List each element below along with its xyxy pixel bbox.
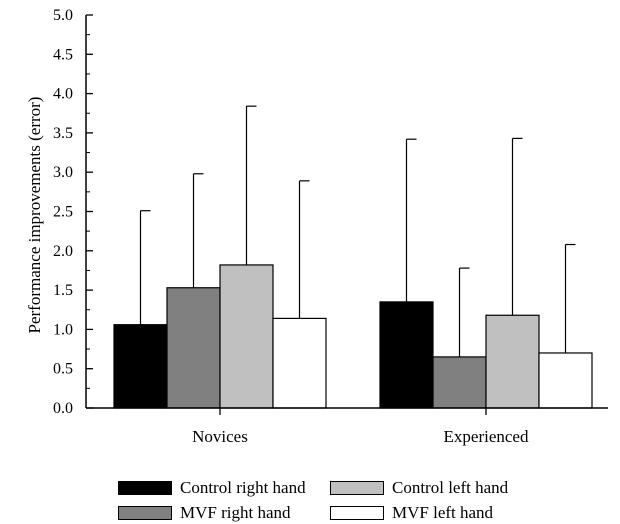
bar-experienced-mvf-right-hand bbox=[432, 356, 487, 409]
x-tick-label: Experienced bbox=[444, 427, 529, 446]
bar-novices-mvf-right-hand bbox=[166, 287, 221, 409]
bar-novices-mvf-left-hand bbox=[272, 317, 327, 409]
bar-experienced-control-left-hand bbox=[485, 314, 540, 409]
y-axis-ticks: 0.0 0.5 1.0 1.5 2.0 2.5 3.0 3.5 4.0 4.5 5.0 bbox=[53, 7, 93, 417]
y-tick-label: 4.0 bbox=[53, 86, 73, 103]
y-tick-label: 0.5 bbox=[53, 361, 73, 378]
y-tick-label: 1.5 bbox=[53, 282, 73, 299]
x-tick-label: Novices bbox=[192, 427, 248, 446]
bar-experienced-mvf-left-hand bbox=[538, 352, 593, 409]
y-tick-label: 0.0 bbox=[53, 400, 73, 417]
y-tick-label: 3.5 bbox=[53, 125, 73, 142]
bar-experienced-control-right-hand bbox=[379, 301, 434, 409]
y-tick-label: 5.0 bbox=[53, 7, 73, 24]
error-bars bbox=[139, 105, 576, 357]
y-tick-label: 2.5 bbox=[53, 204, 73, 221]
y-tick-label: 3.0 bbox=[53, 164, 73, 181]
bars bbox=[113, 264, 593, 409]
y-tick-label: 1.0 bbox=[53, 321, 73, 338]
bar-novices-control-left-hand bbox=[219, 264, 274, 409]
y-tick-label: 4.5 bbox=[53, 46, 73, 63]
x-axis-labels: Novices Experienced bbox=[192, 408, 529, 446]
y-tick-label: 2.0 bbox=[53, 243, 73, 260]
bar-novices-control-right-hand bbox=[113, 324, 168, 409]
y-axis-label: Performance improvements (error) bbox=[25, 97, 44, 334]
